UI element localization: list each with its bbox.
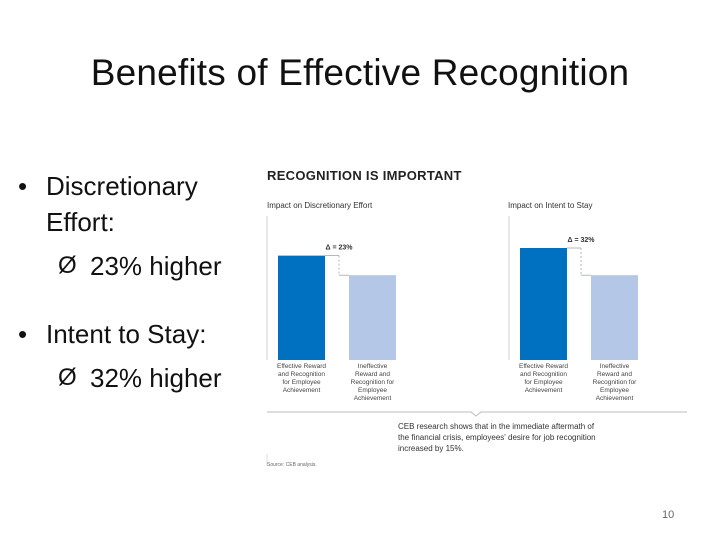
figure-callout: CEB research shows that in the immediate… bbox=[398, 422, 596, 453]
sub-bullet-item: Ø 23% higher bbox=[18, 248, 258, 284]
bar bbox=[520, 248, 567, 360]
bar bbox=[349, 275, 396, 360]
page-number: 10 bbox=[662, 509, 675, 521]
bar bbox=[591, 275, 638, 360]
separator-line bbox=[267, 411, 687, 417]
figure-source: Source: CEB analysis. bbox=[267, 462, 317, 468]
category-label: Effective Reward and Recognition for Emplo… bbox=[519, 363, 568, 394]
arrow-bullet-icon: Ø bbox=[58, 252, 77, 279]
delta-label: Δ = 32% bbox=[567, 237, 595, 244]
category-label: Ineffective Reward and Recognition for Empl… bbox=[351, 363, 396, 402]
bullet-list: • Discretionary Effort: Ø 23% higher • I… bbox=[18, 168, 258, 396]
sub-bullet-text: 23% higher bbox=[90, 251, 222, 281]
sub-bullet-text: 32% higher bbox=[90, 363, 222, 393]
chart-title-discretionary-effort: Impact on Discretionary Effort bbox=[267, 201, 373, 210]
bullet-dot-icon: • bbox=[18, 171, 28, 201]
bullet-item: • Discretionary Effort: bbox=[18, 168, 258, 240]
arrow-bullet-icon: Ø bbox=[58, 364, 77, 391]
chart-title-intent-to-stay: Impact on Intent to Stay bbox=[508, 201, 593, 210]
category-label: Ineffective Reward and Recognition for Empl… bbox=[593, 363, 638, 402]
sub-bullet-item: Ø 32% higher bbox=[18, 360, 258, 396]
category-label: Effective Reward and Recognition for Emplo… bbox=[277, 363, 326, 394]
bullet-dot-icon: • bbox=[18, 319, 28, 349]
figure-title: RECOGNITION IS IMPORTANT bbox=[267, 168, 462, 183]
bullet-item: • Intent to Stay: bbox=[18, 316, 258, 352]
bullet-text: Discretionary Effort: bbox=[46, 171, 198, 237]
slide-title: Benefits of Effective Recognition bbox=[90, 52, 630, 93]
bar bbox=[278, 255, 325, 360]
recognition-figure: RECOGNITION IS IMPORTANT Impact on Discr… bbox=[262, 164, 692, 474]
bullet-text: Intent to Stay: bbox=[46, 319, 207, 349]
delta-label: Δ = 23% bbox=[325, 245, 353, 252]
bar-charts-svg: Δ = 23% Effective Reward and Recognition fo… bbox=[266, 216, 687, 466]
